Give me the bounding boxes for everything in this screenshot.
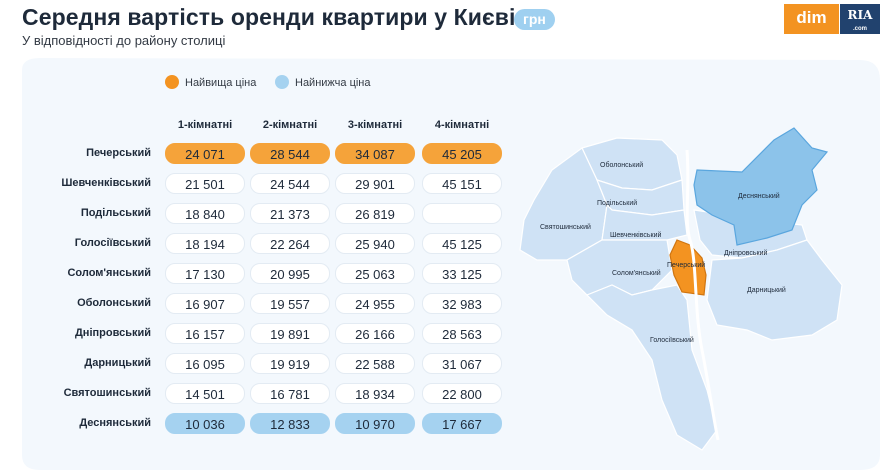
map-district-darnytskyi <box>706 239 843 341</box>
price-cell: 18 194 <box>165 233 245 254</box>
logo-ria: RIA .com <box>840 4 880 34</box>
legend-lowest: Найнижча ціна <box>275 75 371 89</box>
price-cell: 26 166 <box>335 323 415 344</box>
price-cell: 34 087 <box>335 143 415 164</box>
legend-lowest-label: Найнижча ціна <box>295 77 371 89</box>
price-cell <box>422 203 502 224</box>
map-label-podilskyi: Подільський <box>597 199 637 207</box>
column-header: 1-кімнатні <box>177 119 233 131</box>
legend-highest: Найвища ціна <box>165 75 256 89</box>
price-cell: 17 130 <box>165 263 245 284</box>
price-cell: 25 063 <box>335 263 415 284</box>
map-label-darnytskyi: Дарницький <box>747 286 786 294</box>
page-subtitle: У відповідності до району столиці <box>22 33 226 48</box>
map-label-shevchenkivskyi: Шевченківський <box>610 231 661 239</box>
district-label: Печерський <box>86 147 151 159</box>
price-cell: 10 036 <box>165 413 245 434</box>
price-cell: 28 563 <box>422 323 502 344</box>
district-label: Оболонський <box>77 297 151 309</box>
price-cell: 24 544 <box>250 173 330 194</box>
legend-highest-label: Найвища ціна <box>185 77 257 89</box>
price-cell: 22 800 <box>422 383 502 404</box>
price-cell: 45 125 <box>422 233 502 254</box>
district-label: Деснянський <box>79 417 151 429</box>
district-label: Шевченківський <box>61 177 151 189</box>
price-cell: 29 901 <box>335 173 415 194</box>
price-cell: 25 940 <box>335 233 415 254</box>
legend-lowest-dot <box>275 75 289 89</box>
district-label: Солом'янський <box>67 267 151 279</box>
price-cell: 22 264 <box>250 233 330 254</box>
price-cell: 16 157 <box>165 323 245 344</box>
brand-logo[interactable]: dim RIA .com <box>784 4 880 34</box>
price-cell: 12 833 <box>250 413 330 434</box>
map-label-sviatoshynskyi: Святошинський <box>540 223 591 231</box>
price-cell: 10 970 <box>335 413 415 434</box>
price-cell: 24 955 <box>335 293 415 314</box>
price-cell: 16 095 <box>165 353 245 374</box>
price-cell: 18 840 <box>165 203 245 224</box>
map-label-pecherskyi: Печерський <box>667 261 705 269</box>
price-cell: 22 588 <box>335 353 415 374</box>
price-cell: 19 919 <box>250 353 330 374</box>
column-header: 4-кімнатні <box>434 119 490 131</box>
map-label-solomianskyi: Солом'янський <box>612 269 661 277</box>
price-cell: 17 667 <box>422 413 502 434</box>
map-dnipro-river <box>685 149 720 441</box>
logo-ria-text: RIA <box>847 8 873 22</box>
price-cell: 24 071 <box>165 143 245 164</box>
price-cell: 14 501 <box>165 383 245 404</box>
price-cell: 16 907 <box>165 293 245 314</box>
district-label: Дніпровський <box>74 327 151 339</box>
currency-badge: грн <box>514 9 555 30</box>
map-label-dniprovskyi: Дніпровський <box>724 249 767 257</box>
price-cell: 19 557 <box>250 293 330 314</box>
kyiv-district-map: Оболонський Деснянський Подільський Свят… <box>519 127 843 451</box>
column-header: 2-кімнатні <box>262 119 318 131</box>
price-cell: 21 501 <box>165 173 245 194</box>
price-cell: 18 934 <box>335 383 415 404</box>
map-district-desnianskyi <box>693 127 829 246</box>
map-label-obolonskyi: Оболонський <box>600 161 643 169</box>
column-header: 3-кімнатні <box>347 119 403 131</box>
district-label: Подільський <box>80 207 151 219</box>
price-cell: 16 781 <box>250 383 330 404</box>
price-cell: 28 544 <box>250 143 330 164</box>
district-label: Дарницький <box>84 357 151 369</box>
map-label-holosiivskyi: Голосіївський <box>650 336 694 344</box>
price-cell: 45 151 <box>422 173 502 194</box>
district-label: Голосіївський <box>74 237 151 249</box>
price-cell: 20 995 <box>250 263 330 284</box>
map-label-desnianskyi: Деснянський <box>738 192 780 200</box>
price-cell: 31 067 <box>422 353 502 374</box>
price-cell: 32 983 <box>422 293 502 314</box>
price-cell: 26 819 <box>335 203 415 224</box>
price-cell: 45 205 <box>422 143 502 164</box>
price-cell: 21 373 <box>250 203 330 224</box>
map-district-pecherskyi <box>669 239 707 296</box>
logo-ria-domain: .com <box>852 26 867 32</box>
price-cell: 19 891 <box>250 323 330 344</box>
legend-highest-dot <box>165 75 179 89</box>
district-label: Святошинський <box>63 387 151 399</box>
price-cell: 33 125 <box>422 263 502 284</box>
logo-dim: dim <box>784 4 839 34</box>
page-title: Середня вартість оренди квартири у Києві <box>22 4 516 30</box>
